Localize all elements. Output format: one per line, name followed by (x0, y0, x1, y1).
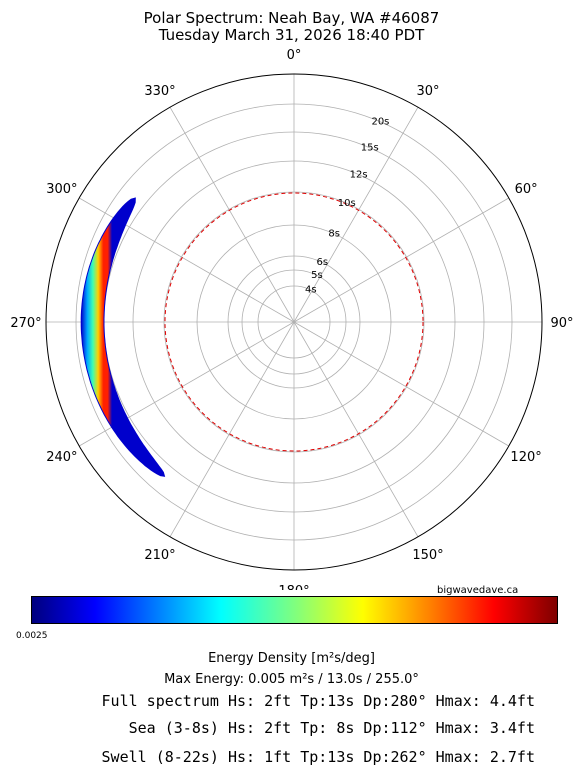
full-spectrum-stats: Full spectrum Hs: 2ft Tp:13s Dp:280° Hma… (101, 692, 535, 710)
swell-stats: Swell (8-22s) Hs: 1ft Tp:13s Dp:262° Hma… (101, 748, 535, 766)
angle-tick-label: 30° (416, 84, 439, 99)
colorbar (31, 596, 558, 624)
angle-gridline (293, 197, 509, 323)
sea-stats: Sea (3-8s) Hs: 2ft Tp: 8s Dp:112° Hmax: … (128, 719, 535, 737)
angle-tick-label: 270° (10, 316, 41, 331)
max-energy-text: Max Energy: 0.005 m²s / 13.0s / 255.0° (164, 672, 419, 687)
angle-gridline (169, 107, 295, 323)
angle-tick-label: 90° (550, 316, 573, 331)
radial-tick-label: 6s (316, 257, 328, 268)
chart-subtitle: Tuesday March 31, 2026 18:40 PDT (158, 26, 425, 44)
radial-gridline (132, 160, 456, 484)
radial-gridline (241, 269, 347, 375)
radial-tick-label: 4s (305, 285, 317, 296)
radial-tick-label: 10s (338, 198, 356, 209)
radial-tick-label: 12s (350, 169, 368, 180)
energy-band (80, 197, 166, 477)
angle-gridline (169, 321, 295, 537)
radial-tick-label: 15s (361, 142, 379, 153)
angle-tick-label: 330° (144, 84, 175, 99)
angle-tick-label: 300° (46, 182, 77, 197)
chart-title: Polar Spectrum: Neah Bay, WA #46087 (143, 9, 440, 27)
colorbar-label: Energy Density [m²s/deg] (208, 651, 375, 666)
radial-tick-label: 8s (328, 228, 340, 239)
polar-frame (45, 73, 543, 571)
dashed-period-ring (164, 192, 424, 452)
angle-gridline (293, 107, 419, 323)
radial-gridline (257, 285, 331, 359)
colorbar-min-label: 0.0025 (16, 631, 48, 641)
angle-tick-label: 0° (287, 48, 302, 63)
angle-tick-label: 210° (144, 548, 175, 563)
radial-tick-label: 20s (371, 117, 389, 128)
angle-tick-label: 240° (46, 450, 77, 465)
angle-tick-label: 150° (412, 548, 443, 563)
angle-tick-label: 120° (510, 450, 541, 465)
radial-gridline (196, 224, 392, 420)
polar-chart: 0° 30° 60° 90° 120° 150° 180° 210° 240° 270° 300° 3… (10, 48, 573, 590)
radial-gridline (227, 255, 361, 389)
radial-gridline (163, 191, 425, 453)
angle-gridline (293, 321, 509, 447)
radial-gridline (75, 103, 513, 541)
radial-tick-label: 5s (311, 270, 323, 281)
angle-tick-label: 60° (515, 182, 538, 197)
angle-gridline (293, 321, 419, 537)
angle-tick-label: 180° (278, 584, 309, 590)
brand-label: bigwavedave.ca (437, 585, 519, 596)
